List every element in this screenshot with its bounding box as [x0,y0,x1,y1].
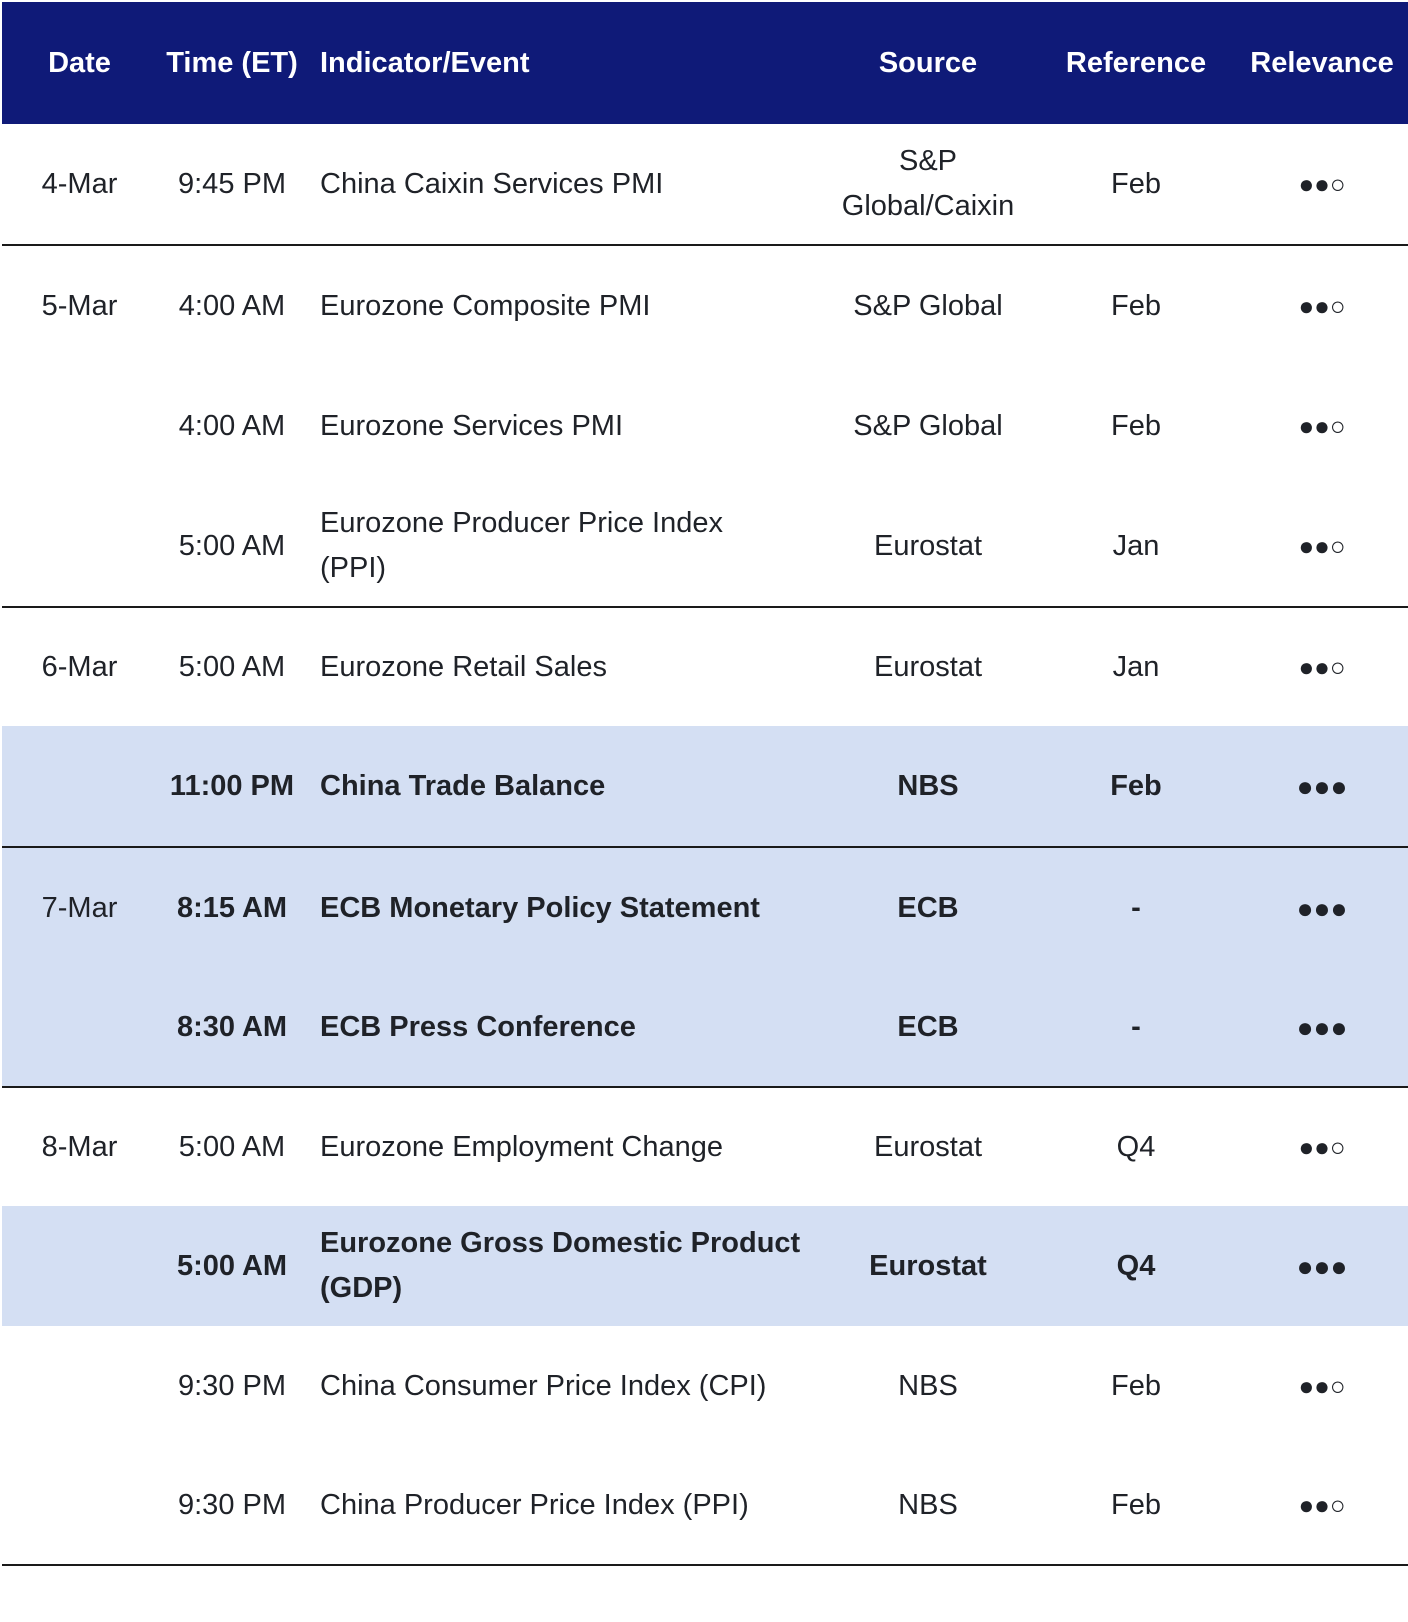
row-date: 8-Mar [41,1130,118,1163]
table-row: 9:30 PM China Consumer Price Index (CPI)… [2,1326,1408,1446]
row-divider [2,1086,1408,1088]
row-date [2,1206,157,1326]
row-source: S&P Global [853,289,1003,322]
row-date [2,366,157,486]
row-event: China Producer Price Index (PPI) [320,1488,749,1521]
row-event: Eurozone Employment Change [320,1130,724,1163]
row-date [2,1326,157,1446]
table-row: 5-Mar 4:00 AM Eurozone Composite PMI S&P… [2,246,1408,366]
row-date: 7-Mar [41,891,118,924]
row-reference: Feb [1111,409,1161,442]
row-date: 6-Mar [41,650,118,683]
table-header: Date Time (ET) Indicator/Event Source Re… [2,2,1408,124]
row-source: NBS [897,769,959,802]
row-time: 8:30 AM [176,1010,288,1043]
header-time: Time (ET) [166,47,298,79]
row-time: 5:00 AM [178,529,286,562]
economic-calendar-table: Date Time (ET) Indicator/Event Source Re… [2,2,1408,1566]
relevance-dots: ●●○ [1298,1131,1346,1162]
row-date [2,1446,157,1564]
row-time: 5:00 AM [178,650,286,683]
row-time: 5:00 AM [178,1130,286,1163]
table-row: 5:00 AM Eurozone Gross Domestic Product … [2,1206,1408,1326]
row-event: Eurozone Gross Domestic Product (GDP) [320,1227,801,1304]
relevance-dots: ●●● [1296,1250,1348,1282]
relevance-dots: ●●○ [1298,1370,1346,1401]
header-reference: Reference [1065,47,1207,79]
table-row: 5:00 AM Eurozone Producer Price Index (P… [2,486,1408,606]
row-event: China Trade Balance [320,769,606,802]
row-event: ECB Press Conference [320,1010,636,1043]
row-time: 9:30 PM [178,1488,286,1521]
header-relevance: Relevance [1250,47,1394,79]
row-time: 11:00 PM [169,769,295,802]
row-event: ECB Monetary Policy Statement [320,891,760,924]
relevance-dots: ●●○ [1298,410,1346,441]
table-row: 8-Mar 5:00 AM Eurozone Employment Change… [2,1088,1408,1206]
table-row: 4-Mar 9:45 PM China Caixin Services PMI … [2,124,1408,244]
row-date [2,726,157,846]
row-reference: - [1131,891,1141,924]
row-event: Eurozone Services PMI [320,409,624,442]
header-source: Source [878,47,978,79]
row-event: Eurozone Retail Sales [320,650,607,683]
row-reference: Feb [1111,167,1161,200]
row-event: China Consumer Price Index (CPI) [320,1369,767,1402]
row-date [2,486,157,606]
row-source: Eurostat [874,529,982,562]
header-date: Date [48,47,111,79]
table-row: 4:00 AM Eurozone Services PMI S&P Global… [2,366,1408,486]
row-date: 4-Mar [41,167,118,200]
row-source: Eurostat [874,650,982,683]
relevance-dots: ●●○ [1298,168,1346,199]
row-source: Eurostat [869,1249,987,1282]
row-time: 9:45 PM [178,167,286,200]
row-reference: Jan [1112,529,1160,562]
row-date [2,968,157,1086]
relevance-dots: ●●○ [1298,651,1346,682]
row-source: S&P Global [853,409,1003,442]
relevance-dots: ●●● [1296,770,1348,802]
relevance-dots: ●●○ [1298,530,1346,561]
table-row: 8:30 AM ECB Press Conference ECB - ●●● [2,968,1408,1086]
table-row: 9:30 PM China Producer Price Index (PPI)… [2,1446,1408,1564]
row-event: Eurozone Producer Price Index (PPI) [320,507,723,584]
table-row: 6-Mar 5:00 AM Eurozone Retail Sales Euro… [2,608,1408,726]
row-event: China Caixin Services PMI [320,167,664,200]
row-divider [2,244,1408,246]
row-source: S&P Global/Caixin [841,145,1015,222]
relevance-dots: ●●● [1296,892,1348,924]
row-divider [2,846,1408,848]
row-divider [2,606,1408,608]
row-reference: Feb [1111,1488,1161,1521]
row-time: 4:00 AM [178,289,286,322]
row-reference: Q4 [1116,1130,1156,1163]
relevance-dots: ●●○ [1298,1489,1346,1520]
row-source: Eurostat [874,1130,982,1163]
row-reference: - [1131,1010,1141,1043]
row-date: 5-Mar [41,289,118,322]
row-source: NBS [898,1488,958,1521]
row-time: 9:30 PM [178,1369,286,1402]
row-source: NBS [898,1369,958,1402]
relevance-dots: ●●○ [1298,290,1346,321]
row-time: 4:00 AM [178,409,286,442]
row-source: ECB [897,1010,959,1043]
row-reference: Feb [1110,769,1162,802]
relevance-dots: ●●● [1296,1011,1348,1043]
row-divider [2,1564,1408,1566]
table-row: 11:00 PM China Trade Balance NBS Feb ●●● [2,726,1408,846]
row-reference: Feb [1111,289,1161,322]
row-reference: Feb [1111,1369,1161,1402]
row-reference: Jan [1112,650,1160,683]
table-row: 7-Mar 8:15 AM ECB Monetary Policy Statem… [2,848,1408,968]
row-event: Eurozone Composite PMI [320,289,651,322]
row-time: 8:15 AM [176,891,288,924]
row-reference: Q4 [1116,1249,1156,1282]
row-source: ECB [897,891,959,924]
row-time: 5:00 AM [176,1249,288,1282]
header-event: Indicator/Event [320,47,530,79]
